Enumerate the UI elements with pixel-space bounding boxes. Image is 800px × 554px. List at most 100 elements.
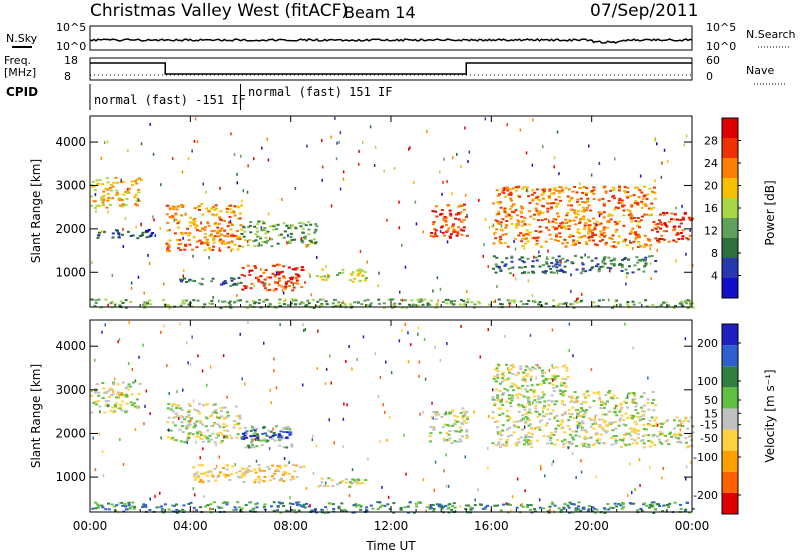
heatmap-cell	[274, 288, 278, 291]
heatmap-cell	[105, 176, 109, 179]
heatmap-cell	[622, 258, 626, 260]
heatmap-cell	[503, 187, 506, 191]
heatmap-cell	[598, 214, 601, 218]
heatmap-cell	[578, 222, 582, 225]
heatmap-cell	[167, 416, 171, 419]
heatmap-cell	[643, 194, 647, 197]
heatmap-cell	[501, 377, 505, 380]
heatmap-cell	[688, 234, 692, 237]
heatmap-cell	[673, 427, 676, 430]
heatmap-cell	[618, 197, 622, 200]
heatmap-cell	[389, 298, 393, 301]
heatmap-cell	[584, 442, 587, 445]
heatmap-cell	[518, 392, 522, 395]
heatmap-cell	[508, 417, 512, 420]
heatmap-cell	[465, 504, 469, 507]
heatmap-cell	[585, 430, 588, 433]
heatmap-cell	[169, 437, 173, 440]
heatmap-cell	[583, 411, 587, 414]
heatmap-cell	[217, 222, 221, 225]
heatmap-cell	[691, 425, 695, 428]
heatmap-cell	[316, 485, 320, 488]
heatmap-cell	[563, 403, 566, 406]
heatmap-cell	[551, 328, 554, 332]
heatmap-cell	[601, 418, 605, 421]
heatmap-cell	[224, 282, 228, 285]
heatmap-cell	[187, 411, 191, 413]
heatmap-cell	[188, 232, 192, 235]
heatmap-cell	[531, 271, 535, 274]
heatmap-cell	[223, 435, 225, 439]
heatmap-cell	[102, 198, 106, 201]
heatmap-cell	[244, 471, 248, 474]
heatmap-cell	[137, 275, 140, 279]
heatmap-cell	[501, 412, 505, 415]
heatmap-cell	[279, 502, 283, 505]
heatmap-cell	[627, 392, 631, 395]
heatmap-cell	[538, 506, 542, 509]
heatmap-cell	[581, 409, 585, 412]
heatmap-cell	[553, 403, 557, 406]
heatmap-cell	[553, 443, 557, 446]
heatmap-cell	[633, 186, 637, 189]
heatmap-cell	[236, 205, 239, 208]
heatmap-cell	[496, 399, 500, 402]
heatmap-cell	[304, 328, 307, 331]
heatmap-cell	[236, 433, 240, 436]
heatmap-cell	[502, 189, 505, 192]
heatmap-cell	[589, 209, 593, 212]
heatmap-cell	[609, 259, 613, 262]
heatmap-cell	[569, 303, 573, 306]
heatmap-cell	[651, 435, 655, 437]
heatmap-cell	[214, 222, 218, 225]
heatmap-cell	[144, 404, 146, 408]
heatmap-cell	[442, 437, 446, 440]
heatmap-cell	[561, 302, 565, 305]
heatmap-cell	[282, 236, 286, 239]
heatmap-cell	[283, 230, 287, 233]
heatmap-cell	[114, 377, 116, 381]
heatmap-cell	[120, 501, 124, 504]
heatmap-cell	[650, 255, 654, 257]
heatmap-cell	[448, 430, 452, 432]
heatmap-cell	[226, 232, 230, 235]
heatmap-cell	[649, 440, 653, 443]
heatmap-cell	[597, 211, 601, 214]
heatmap-cell	[197, 354, 199, 358]
heatmap-cell	[501, 373, 505, 376]
heatmap-cell	[609, 218, 613, 221]
heatmap-cell	[254, 239, 258, 242]
heatmap-cell	[445, 423, 449, 426]
heatmap-cell	[549, 267, 553, 270]
heatmap-cell	[506, 435, 510, 438]
heatmap-cell	[390, 371, 393, 375]
heatmap-cell	[102, 387, 106, 390]
heatmap-cell	[169, 429, 173, 432]
heatmap-cell	[95, 179, 99, 182]
heatmap-cell	[632, 247, 634, 250]
heatmap-cell	[206, 383, 208, 387]
heatmap-cell	[96, 183, 100, 186]
heatmap-cell	[196, 431, 200, 434]
heatmap-cell	[269, 225, 273, 228]
heatmap-cell	[586, 199, 590, 202]
heatmap-cell	[604, 243, 608, 246]
heatmap-cell	[519, 436, 523, 439]
heatmap-cell	[610, 421, 614, 424]
heatmap-cell	[215, 464, 218, 468]
heatmap-cell	[506, 299, 510, 302]
heatmap-cell	[154, 494, 156, 498]
heatmap-cell	[213, 208, 217, 211]
heatmap-cell	[179, 249, 183, 252]
heatmap-cell	[185, 415, 188, 418]
heatmap-cell	[595, 223, 598, 227]
heatmap-cell	[624, 424, 628, 427]
heatmap-cell	[314, 229, 318, 232]
heatmap-cell	[675, 240, 678, 243]
heatmap-cell	[509, 191, 513, 193]
heatmap-cell	[304, 304, 308, 307]
heatmap-cell	[520, 256, 524, 259]
heatmap-cell	[212, 501, 216, 504]
heatmap-cell	[236, 501, 240, 504]
heatmap-cell	[159, 491, 161, 495]
